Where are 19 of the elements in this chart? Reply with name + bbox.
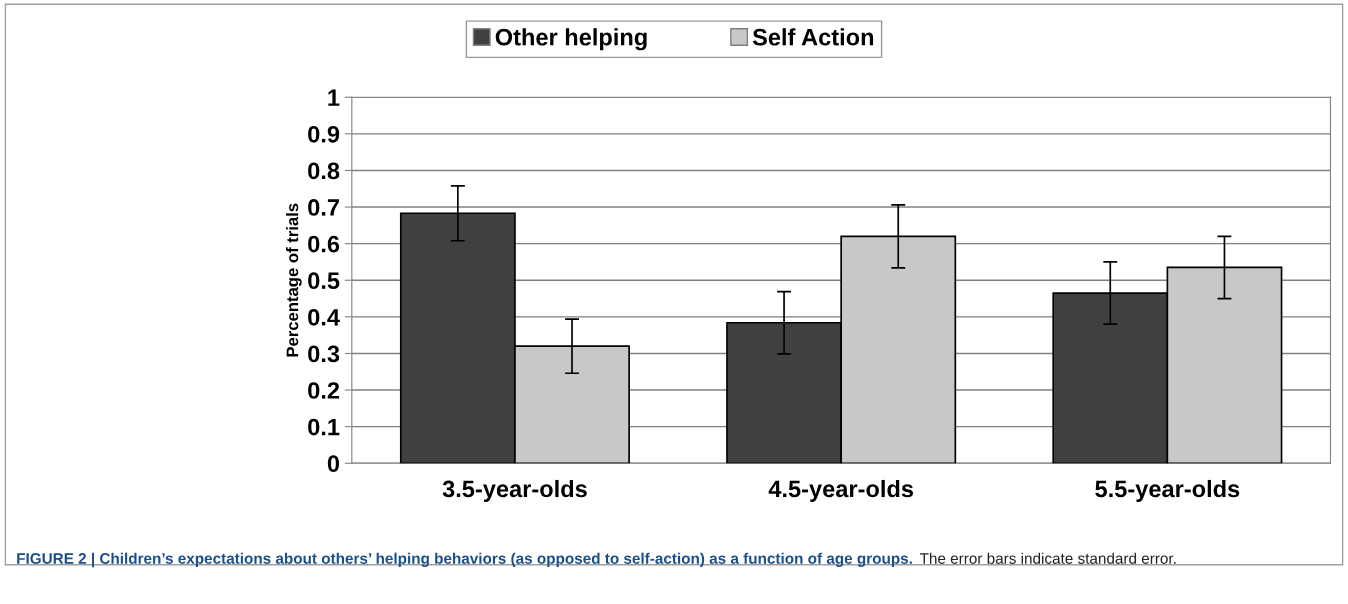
text: The error bars indicate standard error.	[919, 552, 1176, 564]
y-tick-label: 0.2	[308, 382, 340, 399]
y-tick-label: 0.1	[308, 418, 340, 436]
y-axis-title: Percentage of trials	[286, 203, 302, 357]
x-tick-label: 4.5-year-olds	[768, 479, 914, 502]
y-tick-label: 0.3	[308, 345, 340, 363]
caption: FIGURE 2 | Children’s expectations about others’ helping behaviors (as opposed to self-action) as a function of age groups.	[17, 552, 912, 568]
x-tick-label: 5.5-year-olds	[1095, 479, 1240, 502]
y-tick-label: 0.9	[308, 125, 340, 143]
legend-label: Other helping	[495, 28, 647, 51]
y-tick-label: 0.7	[308, 199, 339, 216]
y-tick-label: 1	[328, 89, 340, 106]
y-tick-label: 0.5	[308, 272, 340, 290]
legend-label: Self Action	[752, 28, 874, 46]
y-tick-label: 0.6	[308, 235, 340, 253]
y-tick-label: 0.8	[308, 162, 340, 180]
y-tick-label: 0.4	[308, 308, 340, 326]
x-tick-label: 3.5-year-olds	[442, 479, 587, 502]
y-tick-label: 0	[327, 455, 340, 473]
